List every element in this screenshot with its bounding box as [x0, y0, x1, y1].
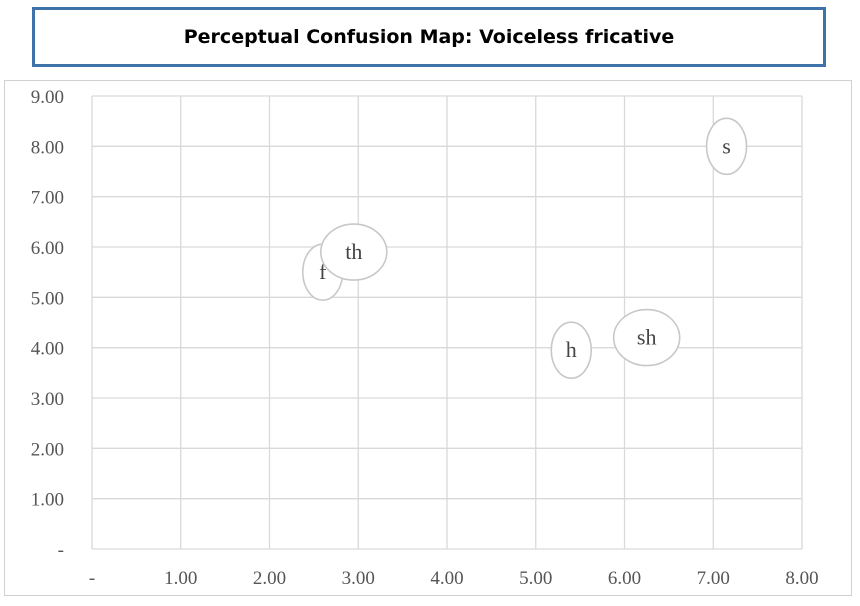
point-label: h — [566, 337, 577, 362]
y-tick-label: 3.00 — [31, 389, 64, 410]
y-axis-ticks: - 1.00 2.00 3.00 4.00 5.00 6.00 7.00 8.00 9.00 — [31, 87, 64, 561]
x-tick-label: - — [89, 568, 95, 589]
x-tick-label: 5.00 — [519, 568, 552, 589]
x-tick-label: 6.00 — [608, 568, 641, 589]
x-axis-ticks: - 1.00 2.00 3.00 4.00 5.00 6.00 7.00 8.00 — [89, 568, 819, 589]
point-marker — [612, 308, 681, 367]
x-tick-label: 2.00 — [253, 568, 286, 589]
data-point-s: s — [705, 117, 748, 176]
point-label: f — [319, 259, 327, 284]
y-tick-label: 7.00 — [31, 188, 64, 209]
y-tick-label: 8.00 — [31, 137, 64, 158]
x-tick-label: 8.00 — [785, 568, 818, 589]
point-label: s — [722, 133, 731, 158]
data-point-th: th — [320, 223, 388, 281]
chart-title-box: Perceptual Confusion Map: Voiceless fric… — [32, 7, 826, 67]
y-tick-label: 1.00 — [31, 490, 64, 511]
y-tick-label: - — [58, 540, 64, 561]
point-marker — [320, 223, 388, 281]
data-point-h: h — [550, 321, 593, 379]
data-points: fth h sh s — [301, 117, 748, 379]
x-tick-label: 1.00 — [164, 568, 197, 589]
point-label: sh — [637, 325, 657, 350]
y-tick-label: 2.00 — [31, 439, 64, 460]
y-tick-label: 6.00 — [31, 238, 64, 259]
point-marker — [550, 321, 593, 379]
chart-frame — [4, 80, 852, 596]
grid-lines — [91, 95, 803, 550]
y-tick-label: 9.00 — [31, 87, 64, 108]
y-tick-label: 5.00 — [31, 288, 64, 309]
x-tick-label: 7.00 — [697, 568, 730, 589]
data-point-sh: sh — [612, 308, 681, 367]
x-tick-label: 3.00 — [342, 568, 375, 589]
chart-title: Perceptual Confusion Map: Voiceless fric… — [183, 26, 675, 48]
point-marker — [705, 117, 748, 176]
point-label: th — [345, 239, 362, 264]
y-tick-label: 4.00 — [31, 339, 64, 360]
x-tick-label: 4.00 — [430, 568, 463, 589]
